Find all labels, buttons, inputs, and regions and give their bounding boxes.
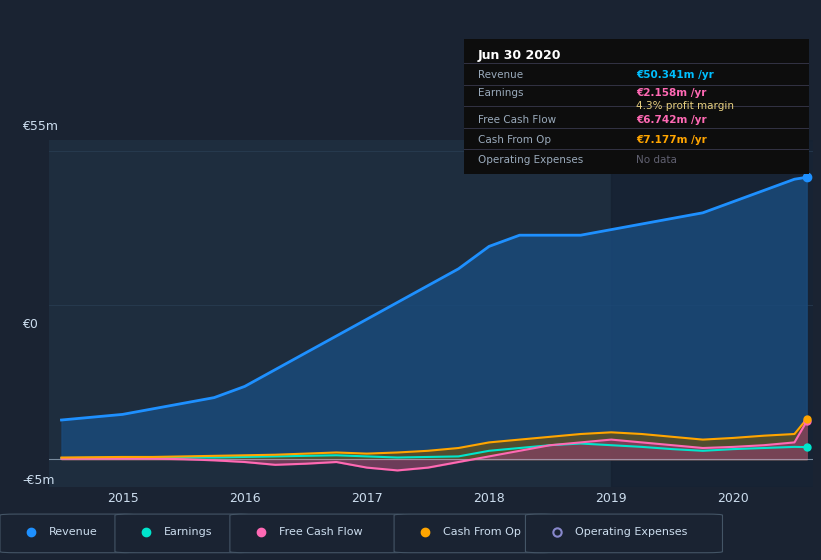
Text: -€5m: -€5m [22,474,55,487]
Text: €55m: €55m [22,120,58,133]
Text: €7.177m /yr: €7.177m /yr [636,135,707,145]
FancyBboxPatch shape [230,514,406,553]
Text: €2.158m /yr: €2.158m /yr [636,88,707,98]
Text: Free Cash Flow: Free Cash Flow [279,527,363,537]
Text: Revenue: Revenue [478,71,523,81]
FancyBboxPatch shape [0,514,135,553]
Text: Cash From Op: Cash From Op [478,135,551,145]
Text: €6.742m /yr: €6.742m /yr [636,115,707,125]
Text: 4.3% profit margin: 4.3% profit margin [636,101,734,111]
Bar [611,140,819,487]
FancyBboxPatch shape [525,514,722,553]
Text: Operating Expenses: Operating Expenses [575,527,687,537]
FancyBboxPatch shape [394,514,554,553]
Text: Cash From Op: Cash From Op [443,527,521,537]
Text: Free Cash Flow: Free Cash Flow [478,115,556,125]
Text: €0: €0 [22,318,39,330]
Text: Revenue: Revenue [49,527,98,537]
Text: Operating Expenses: Operating Expenses [478,155,583,165]
Text: €50.341m /yr: €50.341m /yr [636,71,714,81]
FancyBboxPatch shape [115,514,250,553]
Text: No data: No data [636,155,677,165]
Text: Earnings: Earnings [478,88,523,98]
Text: Jun 30 2020: Jun 30 2020 [478,49,562,62]
Text: Earnings: Earnings [164,527,213,537]
